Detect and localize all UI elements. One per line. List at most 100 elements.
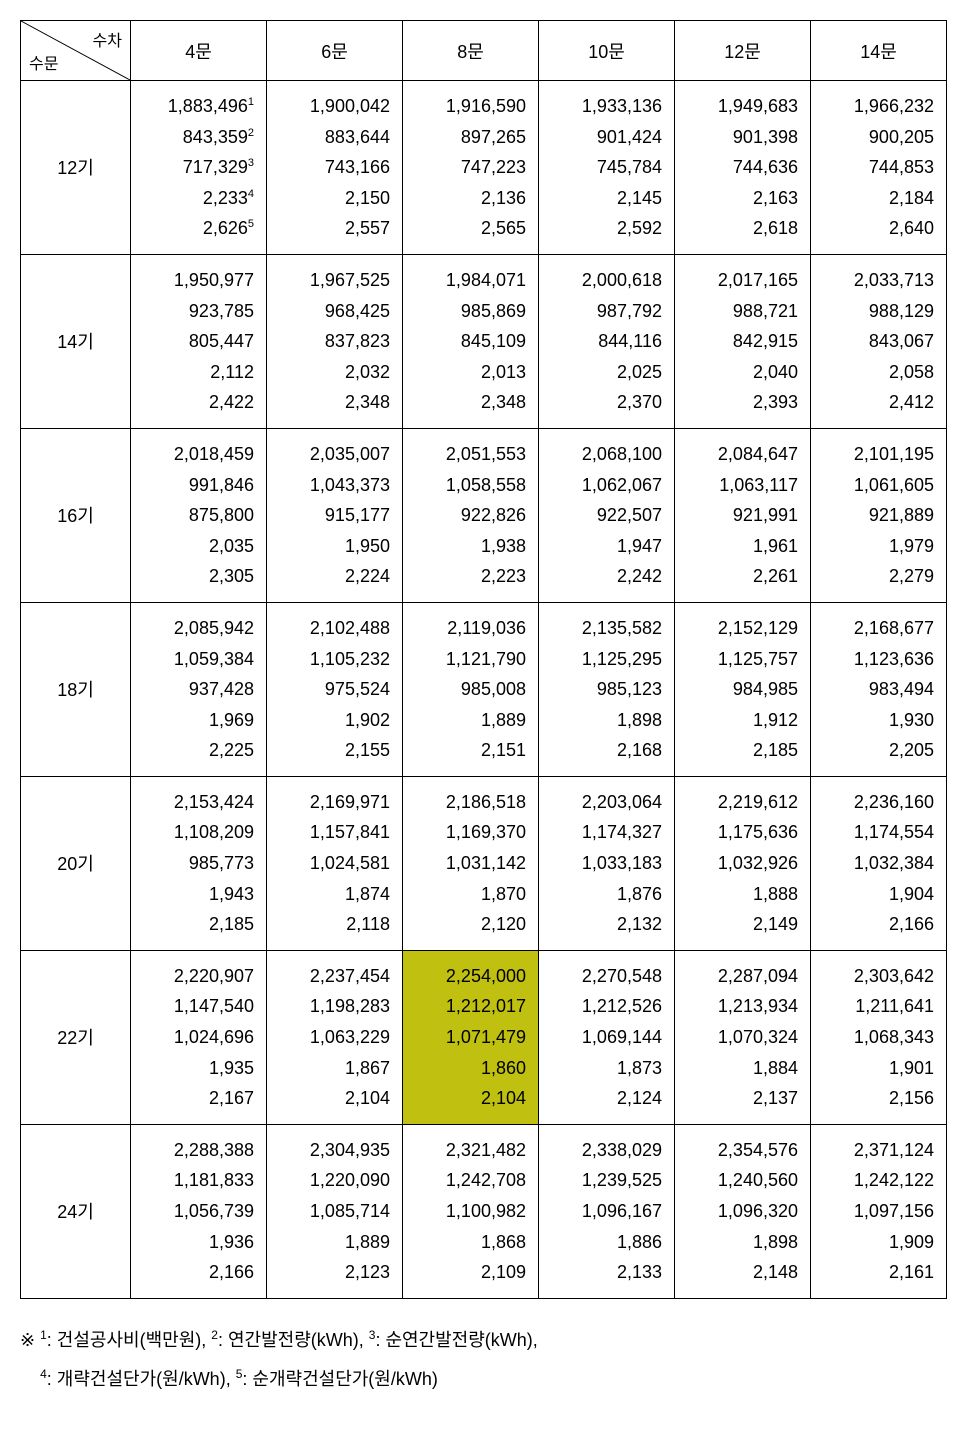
- cell-value: 1,933,136: [551, 91, 662, 122]
- cell-value: 1,883,4961: [143, 91, 254, 122]
- cell-value: 1,123,636: [823, 644, 934, 675]
- diagonal-header-cell: 수차 수문: [21, 21, 131, 81]
- cell-value: 923,785: [143, 296, 254, 327]
- data-cell: 1,883,4961843,3592717,32932,23342,6265: [131, 81, 267, 255]
- cell-value: 1,085,714: [279, 1196, 390, 1227]
- cell-value: 1,898: [687, 1227, 798, 1258]
- data-cell: 1,967,525968,425837,8232,0322,348: [267, 254, 403, 428]
- superscript-marker: 3: [248, 157, 254, 169]
- cell-value: 1,043,373: [279, 470, 390, 501]
- cell-value: 2,186,518: [415, 787, 526, 818]
- cell-value: 937,428: [143, 674, 254, 705]
- data-cell: 1,950,977923,785805,4472,1122,422: [131, 254, 267, 428]
- cell-value: 2,018,459: [143, 439, 254, 470]
- cell-value: 1,211,641: [823, 991, 934, 1022]
- cell-value: 1,868: [415, 1227, 526, 1258]
- cell-value: 2,120: [415, 909, 526, 940]
- cell-value: 1,105,232: [279, 644, 390, 675]
- data-cell: 2,321,4821,242,7081,100,9821,8682,109: [403, 1124, 539, 1298]
- cell-value: 2,137: [687, 1083, 798, 1114]
- cell-value: 1,909: [823, 1227, 934, 1258]
- cell-value: 983,494: [823, 674, 934, 705]
- cell-value: 845,109: [415, 326, 526, 357]
- cell-value: 1,147,540: [143, 991, 254, 1022]
- data-cell: 2,186,5181,169,3701,031,1421,8702,120: [403, 776, 539, 950]
- data-cell: 2,035,0071,043,373915,1771,9502,224: [267, 428, 403, 602]
- cell-value: 805,447: [143, 326, 254, 357]
- data-cell: 2,068,1001,062,067922,5071,9472,242: [539, 428, 675, 602]
- table-row: 14기1,950,977923,785805,4472,1122,4221,96…: [21, 254, 947, 428]
- cell-value: 1,174,554: [823, 817, 934, 848]
- cell-value: 1,930: [823, 705, 934, 736]
- cell-value: 2,338,029: [551, 1135, 662, 1166]
- cell-value: 1,070,324: [687, 1022, 798, 1053]
- cell-value: 988,721: [687, 296, 798, 327]
- cell-value: 2,163: [687, 183, 798, 214]
- cell-value: 2,225: [143, 735, 254, 766]
- cell-value: 2,156: [823, 1083, 934, 1114]
- cell-value: 1,212,526: [551, 991, 662, 1022]
- cell-value: 2,184: [823, 183, 934, 214]
- cell-value: 2,135,582: [551, 613, 662, 644]
- cell-value: 2,6265: [143, 213, 254, 244]
- cell-value: 1,889: [279, 1227, 390, 1258]
- cell-value: 1,059,384: [143, 644, 254, 675]
- cell-value: 2,058: [823, 357, 934, 388]
- cell-value: 2,237,454: [279, 961, 390, 992]
- cell-value: 2,185: [687, 735, 798, 766]
- cell-value: 1,242,122: [823, 1165, 934, 1196]
- cell-value: 1,961: [687, 531, 798, 562]
- cell-value: 2,040: [687, 357, 798, 388]
- cell-value: 2,133: [551, 1257, 662, 1288]
- cell-value: 2,348: [415, 387, 526, 418]
- row-header: 20기: [21, 776, 131, 950]
- cell-value: 2,032: [279, 357, 390, 388]
- data-cell: 1,949,683901,398744,6362,1632,618: [675, 81, 811, 255]
- cell-value: 1,213,934: [687, 991, 798, 1022]
- cell-value: 744,636: [687, 152, 798, 183]
- cell-value: 2,136: [415, 183, 526, 214]
- cell-value: 1,874: [279, 879, 390, 910]
- cell-value: 1,947: [551, 531, 662, 562]
- col-header: 4문: [131, 21, 267, 81]
- cell-value: 1,181,833: [143, 1165, 254, 1196]
- cell-value: 1,898: [551, 705, 662, 736]
- data-cell: 2,354,5761,240,5601,096,3201,8982,148: [675, 1124, 811, 1298]
- cell-value: 2,287,094: [687, 961, 798, 992]
- cell-value: 2,169,971: [279, 787, 390, 818]
- col-header: 10문: [539, 21, 675, 81]
- data-cell: 2,101,1951,061,605921,8891,9792,279: [811, 428, 947, 602]
- cell-value: 2,371,124: [823, 1135, 934, 1166]
- data-cell: 2,237,4541,198,2831,063,2291,8672,104: [267, 950, 403, 1124]
- cell-value: 2,000,618: [551, 265, 662, 296]
- footnote-superscript: 1: [40, 1328, 47, 1342]
- cell-value: 985,008: [415, 674, 526, 705]
- data-cell: 2,304,9351,220,0901,085,7141,8892,123: [267, 1124, 403, 1298]
- cell-value: 1,950,977: [143, 265, 254, 296]
- cell-value: 1,949,683: [687, 91, 798, 122]
- cell-value: 922,507: [551, 500, 662, 531]
- data-cell: 1,984,071985,869845,1092,0132,348: [403, 254, 539, 428]
- data-cell: 2,033,713988,129843,0672,0582,412: [811, 254, 947, 428]
- cell-value: 991,846: [143, 470, 254, 501]
- table-row: 18기2,085,9421,059,384937,4281,9692,2252,…: [21, 602, 947, 776]
- data-cell: 2,017,165988,721842,9152,0402,393: [675, 254, 811, 428]
- data-cell: 2,338,0291,239,5251,096,1671,8862,133: [539, 1124, 675, 1298]
- cell-value: 2,112: [143, 357, 254, 388]
- row-header: 22기: [21, 950, 131, 1124]
- cell-value: 2,084,647: [687, 439, 798, 470]
- cell-value: 2,348: [279, 387, 390, 418]
- cell-value: 2,153,424: [143, 787, 254, 818]
- cell-value: 1,884: [687, 1053, 798, 1084]
- row-header: 24기: [21, 1124, 131, 1298]
- cell-value: 2,422: [143, 387, 254, 418]
- cell-value: 1,024,696: [143, 1022, 254, 1053]
- cell-value: 2,101,195: [823, 439, 934, 470]
- cell-value: 2,220,907: [143, 961, 254, 992]
- cell-value: 2,167: [143, 1083, 254, 1114]
- table-row: 20기2,153,4241,108,209985,7731,9432,1852,…: [21, 776, 947, 950]
- cell-value: 743,166: [279, 152, 390, 183]
- cell-value: 2,035: [143, 531, 254, 562]
- data-cell: 2,051,5531,058,558922,8261,9382,223: [403, 428, 539, 602]
- cell-value: 2,618: [687, 213, 798, 244]
